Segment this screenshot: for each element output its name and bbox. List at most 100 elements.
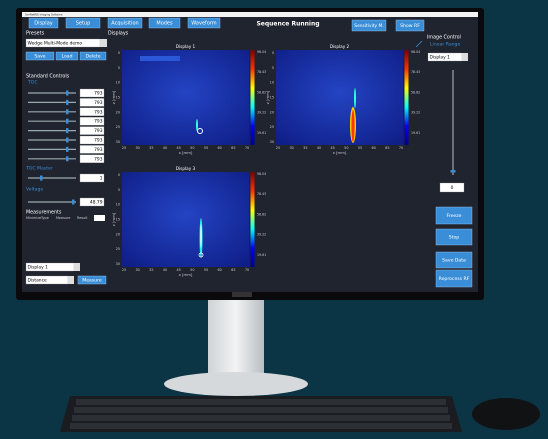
slider-thumb[interactable]	[72, 199, 75, 205]
x-tick-label: 55	[204, 268, 208, 272]
tgc-value[interactable]	[79, 154, 105, 163]
tgc-label: TGC	[27, 80, 38, 86]
x-tick-label: 60	[218, 268, 222, 272]
monitor-logo	[232, 291, 252, 297]
menu-button[interactable]	[107, 17, 143, 29]
x-tick-label: 35	[303, 146, 307, 150]
tgc-value[interactable]	[79, 117, 105, 126]
range-value[interactable]	[439, 182, 465, 193]
mouse	[472, 398, 540, 430]
slider-thumb[interactable]	[66, 156, 69, 162]
tgc-master-label: TGC Master	[25, 166, 53, 172]
x-tick-label: 65	[231, 268, 235, 272]
measure-dropdown-text: Distance	[28, 278, 47, 284]
voltage-value[interactable]	[79, 197, 105, 207]
x-axis-label: x [mm]	[179, 150, 193, 155]
x-tick-label: 30	[136, 146, 140, 150]
action-button[interactable]	[435, 228, 473, 246]
slider-thumb[interactable]	[40, 175, 43, 181]
image-feature	[200, 224, 202, 248]
linear-range-label: Linear Range	[430, 42, 460, 48]
slider-thumb[interactable]	[66, 137, 69, 143]
display-title: Display 1	[176, 44, 196, 49]
z-tick-label: 0	[272, 51, 274, 55]
x-tick-label: 25	[276, 146, 280, 150]
menu-button-label: Modes	[156, 21, 173, 27]
tgc-value[interactable]	[79, 107, 105, 116]
image	[122, 172, 249, 267]
preset-button[interactable]	[25, 51, 55, 61]
preset-button[interactable]	[55, 51, 79, 61]
action-button[interactable]	[435, 269, 473, 288]
action-button[interactable]	[435, 206, 473, 225]
x-tick-label: 30	[290, 146, 294, 150]
measurement-column: Type	[40, 216, 49, 220]
measurement-column: Measure	[56, 216, 70, 220]
x-tick-label: 40	[317, 146, 321, 150]
z-tick-label: 15	[270, 96, 274, 100]
tgc-master-value[interactable]	[79, 173, 105, 183]
x-tick-label: 40	[163, 268, 167, 272]
slider-thumb[interactable]	[66, 128, 69, 134]
slider-thumb[interactable]	[66, 146, 69, 152]
menu-button[interactable]	[148, 17, 181, 29]
colorbar-label: 78.43	[257, 192, 266, 196]
measure-button[interactable]	[77, 275, 107, 285]
action-button-label: Reprocess RF	[439, 276, 470, 282]
voltage-label: Voltage	[26, 187, 43, 193]
action-button[interactable]	[435, 251, 473, 269]
measurement-box	[94, 215, 105, 221]
preset-button-label: Save	[34, 54, 45, 60]
tgc-value[interactable]	[79, 135, 105, 145]
tgc-value[interactable]	[79, 145, 105, 154]
dropdown-arrow[interactable]	[462, 53, 468, 61]
tgc-value-text: 793	[94, 119, 103, 125]
tgc-value[interactable]	[79, 88, 105, 98]
tgc-value[interactable]	[79, 98, 105, 107]
measure-button-label: Measure	[82, 278, 102, 284]
action-button-label: Stop	[449, 235, 460, 241]
colorbar-label: 98.04	[257, 50, 266, 54]
x-tick-label: 60	[372, 146, 376, 150]
menu-button[interactable]	[28, 17, 59, 29]
image-feature	[197, 128, 203, 134]
slider-thumb[interactable]	[66, 118, 69, 124]
x-tick-label: 50	[190, 268, 194, 272]
colorbar-label: 19.61	[257, 253, 266, 257]
z-tick-label: 30	[116, 140, 120, 144]
dropdown-arrow[interactable]	[100, 39, 107, 47]
preset-button[interactable]	[79, 51, 107, 61]
z-tick-label: 25	[116, 125, 120, 129]
show-rf-button-label: Show RF	[400, 23, 420, 29]
measurement-column: Minimize	[26, 216, 41, 220]
slider-thumb[interactable]	[66, 109, 69, 115]
voltage-value-text: 48.79	[90, 200, 103, 206]
slider-thumb[interactable]	[66, 90, 69, 96]
sensitivity-button[interactable]	[351, 19, 387, 32]
show-rf-button[interactable]	[395, 19, 425, 32]
tgc-value-text: 793	[94, 147, 103, 153]
slider-thumb[interactable]	[66, 99, 69, 105]
tgc-master-value-text: 1	[100, 176, 103, 182]
tgc-value[interactable]	[79, 126, 105, 135]
x-axis-label: x [mm]	[333, 150, 347, 155]
range-value-text: 0	[451, 185, 454, 191]
display-dropdown-text: Display 1	[28, 265, 49, 271]
colorbar-label: 98.04	[257, 172, 266, 176]
z-tick-label: 15	[116, 218, 120, 222]
colorbar-label: 98.04	[411, 50, 420, 54]
x-tick-label: 45	[331, 146, 335, 150]
preset-dropdown-text: Wedge Multi-Mode demo	[28, 41, 83, 47]
menu-button[interactable]	[187, 17, 221, 29]
x-tick-label: 70	[245, 146, 249, 150]
menu-button[interactable]	[65, 17, 101, 29]
tgc-value-text: 793	[94, 128, 103, 134]
dropdown-arrow[interactable]	[74, 263, 80, 271]
x-tick-label: 55	[358, 146, 362, 150]
z-tick-label: 25	[116, 247, 120, 251]
dropdown-arrow[interactable]	[68, 276, 74, 284]
monitor-base	[164, 372, 308, 396]
menu-button-label: Display	[34, 21, 52, 27]
image-feature	[198, 252, 204, 258]
slider-thumb[interactable]	[450, 170, 456, 173]
